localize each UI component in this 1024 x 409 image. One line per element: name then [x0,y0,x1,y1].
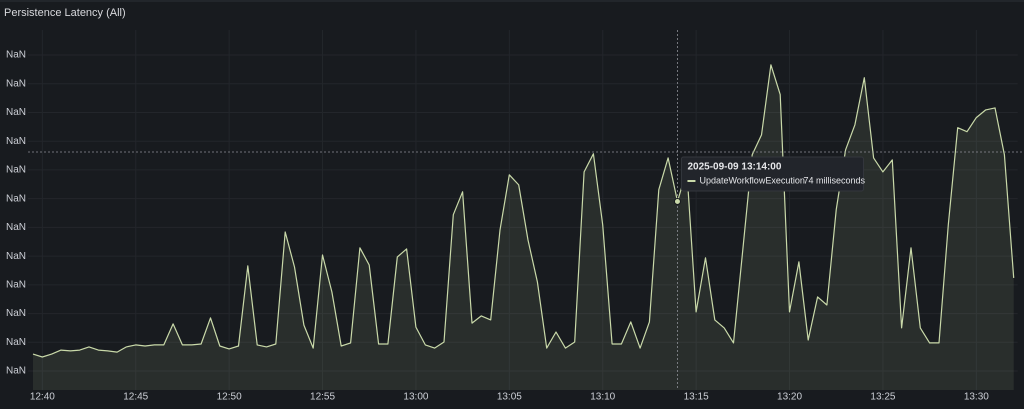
y-tick-label: NaN [6,50,26,61]
x-tick-label: 12:50 [217,392,242,403]
area-fill [33,64,1014,391]
y-tick-label: NaN [6,337,26,348]
x-tick-label: 13:05 [497,392,522,403]
tooltip-value: 74 milliseconds [803,175,865,185]
y-tick-label: NaN [6,136,26,147]
y-tick-label: NaN [6,279,26,290]
x-tick-label: 13:00 [403,392,428,403]
hover-point [673,198,681,206]
tooltip-series: UpdateWorkflowExecution [699,175,804,185]
x-tick-label: 13:20 [777,392,802,403]
x-tick-label: 12:40 [30,392,55,403]
x-tick-label: 13:10 [590,392,615,403]
y-tick-label: NaN [6,222,26,233]
y-tick-label: NaN [6,107,26,118]
y-tick-label: NaN [6,193,26,204]
axis-labels: NaN NaN NaN NaN NaN NaN NaN NaN NaN NaN NaN NaN 12:4… [6,50,989,403]
grid [28,30,1018,390]
y-tick-label: NaN [6,78,26,89]
y-tick-label: NaN [6,251,26,262]
tooltip-title: 2025-09-09 13:14:00 [687,162,781,173]
x-tick-label: 13:30 [964,392,989,403]
x-tick-label: 13:25 [870,392,895,403]
x-tick-label: 12:45 [123,392,148,403]
x-tick-label: 12:55 [310,392,335,403]
y-tick-label: NaN [6,366,26,377]
plot [32,64,1015,391]
panel-title: Persistence Latency (All) [4,7,126,19]
series-line [32,64,1015,358]
y-tick-label: NaN [6,165,26,176]
tooltip-layer: 2025-09-09 13:14:00 UpdateWorkflowExecuti… [28,30,1024,390]
tooltip-box [680,156,864,192]
y-tick-label: NaN [6,308,26,319]
x-tick-label: 13:15 [684,392,709,403]
